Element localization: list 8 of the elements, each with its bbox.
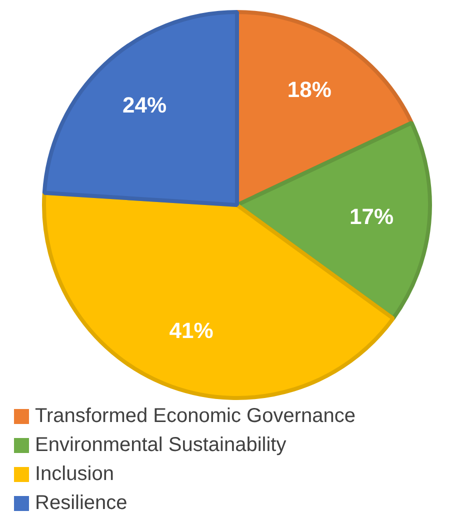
legend-label: Inclusion xyxy=(35,463,114,486)
data-label: 18% xyxy=(287,76,332,102)
data-label: 41% xyxy=(169,318,214,344)
legend-label: Transformed Economic Governance xyxy=(35,405,356,428)
data-label: 17% xyxy=(349,204,394,229)
data-label: 24% xyxy=(122,92,167,118)
legend-label: Resilience xyxy=(35,492,128,515)
legend-label: Environmental Sustainability xyxy=(35,434,286,457)
